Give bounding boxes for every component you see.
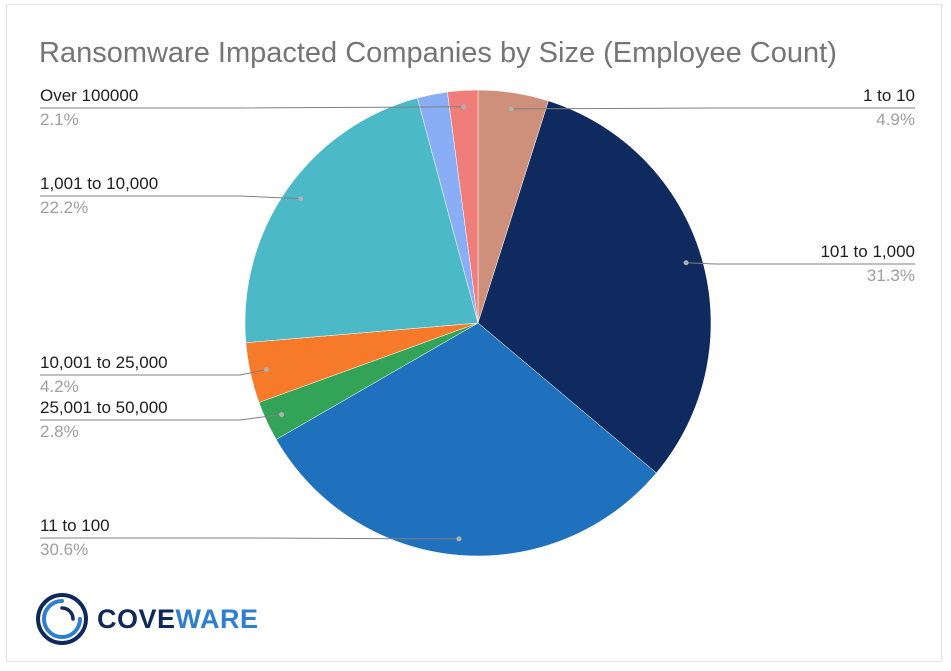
slice-label: 10,001 to 25,000 [40, 353, 168, 372]
leader-line [511, 107, 915, 110]
leader-line [40, 414, 282, 421]
coveware-logo-icon [36, 593, 88, 645]
leader-line [40, 106, 464, 109]
slice-label: Over 100000 [40, 86, 138, 105]
leader-dot [456, 536, 462, 542]
leader-line [40, 537, 460, 540]
pie-slices [244, 89, 712, 557]
slice-label: 101 to 1,000 [820, 242, 915, 261]
coveware-logo: COVEWARE [35, 591, 259, 647]
slice-percent: 4.2% [40, 377, 79, 396]
chart-frame: Ransomware Impacted Companies by Size (E… [6, 4, 942, 662]
callout-1-001-to-10-000: 1,001 to 10,000 22.2% [40, 174, 304, 217]
slice-percent: 30.6% [40, 540, 88, 559]
callout-101-to-1-000: 101 to 1,000 31.3% [683, 242, 915, 285]
slice-percent: 2.1% [40, 110, 79, 129]
callout-25-001-to-50-000: 25,001 to 50,000 2.8% [40, 398, 285, 441]
slice-percent: 31.3% [867, 266, 915, 285]
logo-text-cove: COVE [97, 603, 176, 634]
coveware-wordmark: COVEWARE [97, 604, 259, 635]
chart-title: Ransomware Impacted Companies by Size (E… [39, 37, 837, 69]
callout-11-to-100: 11 to 100 30.6% [40, 516, 462, 559]
callout-10-001-to-25-000: 10,001 to 25,000 4.2% [40, 353, 269, 396]
leader-line [40, 369, 267, 376]
pie-slice-101-to-1-000 [477, 100, 712, 474]
pie-slice-11-to-100 [275, 322, 657, 557]
leader-dot [683, 260, 689, 266]
leader-dot [298, 196, 304, 202]
callout-over-100000: Over 100000 2.1% [40, 86, 467, 129]
leader-dot [279, 412, 285, 417]
leader-line [686, 262, 915, 265]
slice-label: 1,001 to 10,000 [40, 174, 158, 193]
callout-1-to-10: 1 to 10 4.9% [508, 86, 915, 129]
pie-callouts: 1 to 10 4.9% 101 to 1,000 31.3% 11 to 100 30.… [40, 86, 915, 559]
leader-dot [508, 106, 514, 112]
pie-slice-over-100000 [447, 89, 479, 324]
slice-percent: 4.9% [876, 110, 915, 129]
slice-percent: 2.8% [40, 422, 79, 441]
slice-label: 25,001 to 50,000 [40, 398, 168, 417]
leader-dot [263, 367, 269, 372]
pie-slice-1-001-to-10-000 [244, 97, 479, 343]
slice-label: 11 to 100 [40, 516, 110, 535]
logo-text-ware: WARE [175, 603, 259, 634]
pie-chart: Ransomware Impacted Companies by Size (E… [39, 37, 915, 559]
leader-line [40, 195, 301, 200]
leader-dot [461, 104, 467, 110]
slice-percent: 22.2% [40, 198, 88, 217]
slice-label: 1 to 10 [863, 86, 915, 105]
